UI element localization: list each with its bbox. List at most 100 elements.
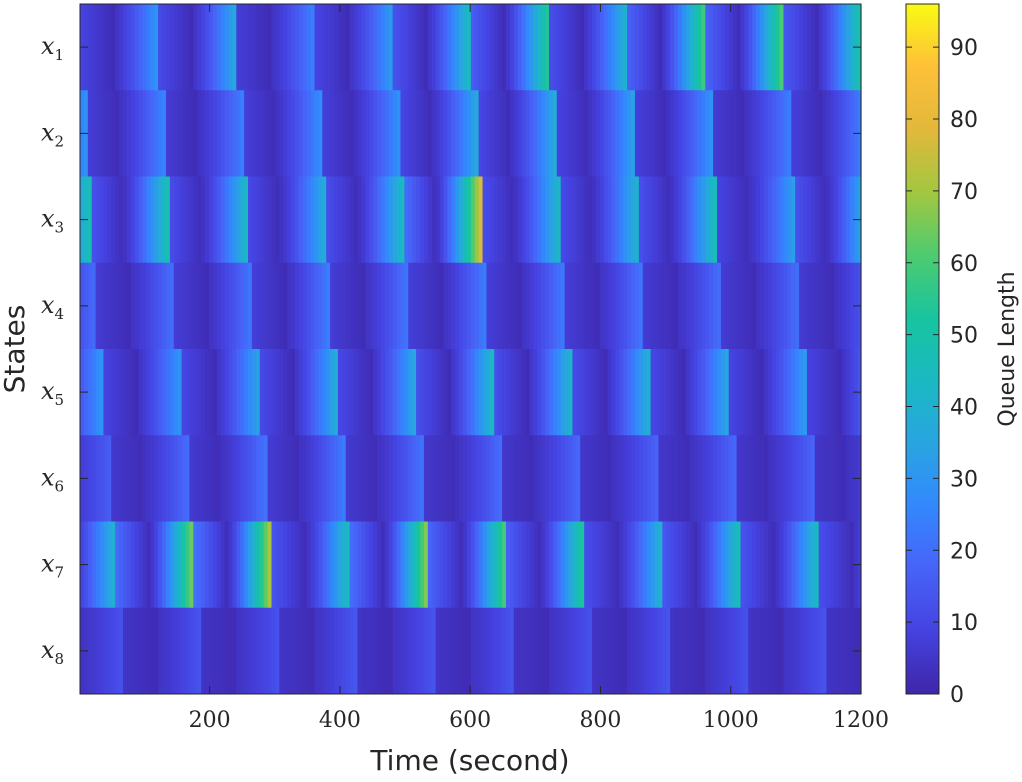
heat-cell — [822, 176, 828, 264]
heat-cell — [220, 607, 226, 695]
heat-cell — [162, 176, 167, 264]
heat-cell — [783, 435, 788, 522]
heat-cell — [228, 349, 234, 436]
heat-cell — [732, 607, 738, 695]
heat-cell — [189, 521, 194, 609]
heat-cell — [846, 262, 851, 350]
heat-cell — [337, 521, 343, 609]
heat-cell — [439, 90, 445, 177]
heat-cell — [173, 607, 179, 695]
heat-cell — [842, 349, 847, 436]
heat-cell — [353, 521, 359, 609]
heat-cell — [724, 262, 730, 350]
heat-cell — [435, 435, 441, 522]
heat-cell — [603, 90, 609, 177]
heat-cell — [146, 90, 151, 177]
heat-cell — [615, 176, 620, 264]
heat-cell — [689, 435, 695, 522]
heat-cell — [478, 349, 484, 436]
heat-cell — [439, 4, 445, 91]
heat-cell — [369, 90, 374, 177]
heat-cell — [443, 176, 448, 264]
heat-cell — [165, 521, 171, 609]
heat-cell — [142, 435, 148, 522]
heat-cell — [791, 176, 796, 264]
colorbar-tick-label: 60 — [950, 252, 978, 277]
heat-cell — [220, 4, 226, 91]
heat-cell — [443, 521, 448, 609]
heat-cell — [291, 90, 296, 177]
heat-cell — [205, 176, 210, 264]
heat-cell — [345, 90, 351, 177]
heat-cell — [619, 435, 624, 522]
heat-cell — [201, 435, 206, 522]
heat-cell — [525, 607, 531, 695]
heat-cell — [322, 607, 327, 695]
heat-cell — [384, 435, 390, 522]
heat-cell — [752, 90, 757, 177]
heat-cell — [607, 90, 613, 177]
heat-cell — [834, 262, 839, 350]
heat-cell — [736, 4, 742, 91]
heat-cell — [607, 607, 613, 695]
heat-cell — [627, 521, 632, 609]
heat-cell — [556, 521, 562, 609]
heat-cell — [412, 176, 417, 264]
heat-cell — [279, 607, 284, 695]
heat-cell — [201, 4, 206, 91]
heat-cell — [365, 521, 370, 609]
heat-cell — [447, 607, 452, 695]
heat-cell — [435, 349, 441, 436]
heat-cell — [693, 349, 699, 436]
heat-cell — [177, 435, 183, 522]
heat-cell — [791, 521, 796, 609]
heat-cell — [263, 90, 269, 177]
heat-cell — [756, 607, 761, 695]
heat-cell — [771, 521, 777, 609]
heat-cell — [595, 607, 601, 695]
heat-cell — [705, 607, 710, 695]
heat-cell — [130, 90, 136, 177]
heat-cell — [420, 435, 425, 522]
heat-cell — [697, 521, 703, 609]
heat-cell — [654, 176, 660, 264]
heat-cell — [330, 349, 335, 436]
heat-cell — [259, 90, 265, 177]
heat-cell — [619, 349, 624, 436]
heat-cell — [423, 521, 429, 609]
heat-cell — [502, 349, 507, 436]
heat-cell — [326, 90, 331, 177]
heat-cell — [814, 607, 820, 695]
heat-cell — [412, 349, 417, 436]
heat-cell — [814, 435, 820, 522]
heat-cell — [849, 607, 855, 695]
heat-cell — [756, 176, 761, 264]
heat-cell — [568, 435, 574, 522]
heat-cell — [240, 349, 245, 436]
heat-cell — [357, 262, 362, 350]
heat-cell — [576, 176, 581, 264]
x-tick-label: 400 — [319, 708, 361, 733]
heat-cell — [318, 4, 323, 91]
heat-cell — [783, 90, 788, 177]
heat-cell — [849, 262, 855, 350]
heat-cell — [838, 4, 843, 91]
heat-cell — [130, 607, 136, 695]
heat-cell — [388, 4, 394, 91]
heat-cell — [443, 435, 448, 522]
heat-cell — [595, 349, 601, 436]
heat-cell — [498, 435, 503, 522]
heat-cell — [803, 435, 808, 522]
heat-cell — [263, 435, 269, 522]
heat-cell — [463, 90, 468, 177]
heat-cell — [826, 435, 831, 522]
heat-cell — [705, 262, 710, 350]
heat-cell — [814, 90, 820, 177]
heat-cell — [310, 262, 316, 350]
heat-cell — [799, 90, 804, 177]
heat-cell — [212, 607, 218, 695]
heat-cell — [208, 521, 214, 609]
heat-cell — [181, 435, 187, 522]
heat-cell — [236, 435, 241, 522]
heat-cell — [294, 4, 300, 91]
